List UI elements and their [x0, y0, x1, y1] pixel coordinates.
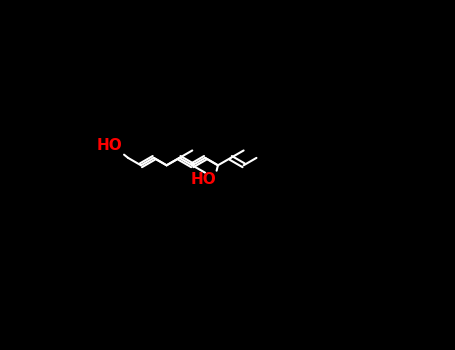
- Text: HO: HO: [191, 172, 217, 187]
- Text: HO: HO: [96, 138, 122, 153]
